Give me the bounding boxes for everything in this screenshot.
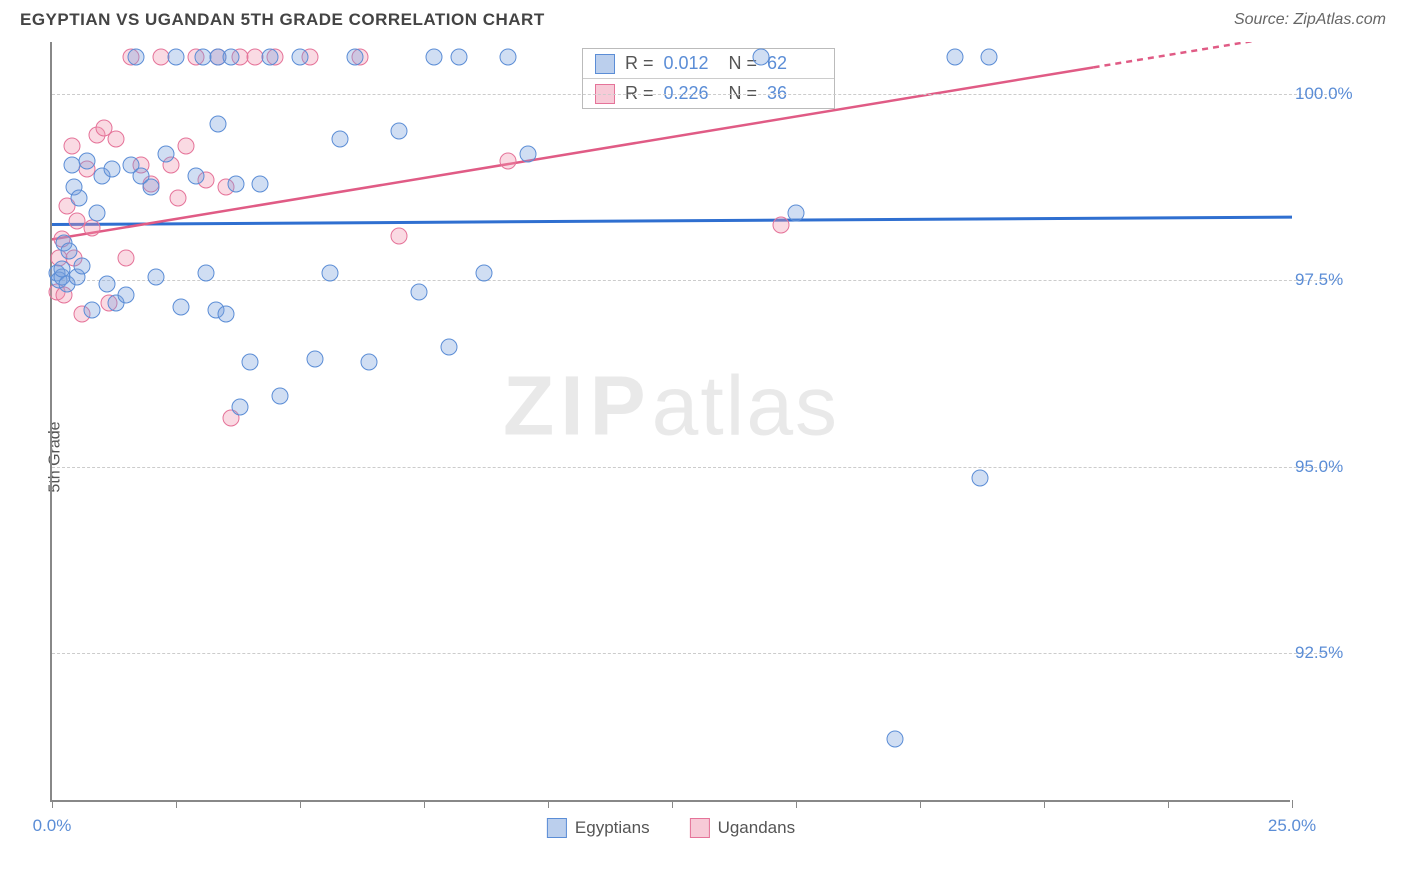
data-point-egyptian (391, 123, 408, 140)
data-point-egyptian (788, 205, 805, 222)
data-point-egyptian (346, 48, 363, 65)
data-point-egyptian (475, 264, 492, 281)
data-point-egyptian (158, 145, 175, 162)
stats-legend: R = 0.012 N = 62 R = 0.226 N = 36 (582, 48, 835, 109)
data-point-egyptian (971, 469, 988, 486)
data-point-ugandan (118, 250, 135, 267)
n-value: 62 (767, 53, 822, 74)
data-point-egyptian (187, 168, 204, 185)
data-point-egyptian (61, 242, 78, 259)
data-point-egyptian (520, 145, 537, 162)
data-point-egyptian (361, 354, 378, 371)
data-point-egyptian (946, 48, 963, 65)
x-tick (52, 800, 53, 808)
data-point-egyptian (143, 179, 160, 196)
data-point-egyptian (73, 257, 90, 274)
gridline (52, 94, 1337, 95)
y-tick-label: 95.0% (1295, 457, 1385, 477)
data-point-egyptian (292, 48, 309, 65)
data-point-egyptian (227, 175, 244, 192)
data-point-egyptian (500, 48, 517, 65)
plot-area: ZIPatlas R = 0.012 N = 62 R = 0.226 N = … (50, 42, 1290, 802)
data-point-egyptian (252, 175, 269, 192)
data-point-egyptian (83, 302, 100, 319)
x-tick (424, 800, 425, 808)
data-point-egyptian (272, 387, 289, 404)
data-point-ugandan (108, 130, 125, 147)
data-point-egyptian (331, 130, 348, 147)
x-tick (1292, 800, 1293, 808)
watermark-atlas: atlas (652, 358, 839, 452)
legend-label: Egyptians (575, 818, 650, 838)
data-point-ugandan (170, 190, 187, 207)
data-point-ugandan (500, 153, 517, 170)
swatch-blue-icon (595, 54, 615, 74)
legend-item-ugandans: Ugandans (690, 818, 796, 838)
data-point-ugandan (177, 138, 194, 155)
r-label: R = (625, 53, 654, 74)
data-point-ugandan (83, 220, 100, 237)
data-point-egyptian (103, 160, 120, 177)
chart-title: EGYPTIAN VS UGANDAN 5TH GRADE CORRELATIO… (20, 10, 545, 30)
x-tick (548, 800, 549, 808)
gridline (52, 653, 1337, 654)
data-point-egyptian (148, 268, 165, 285)
x-tick (1168, 800, 1169, 808)
bottom-legend: Egyptians Ugandans (547, 818, 795, 838)
data-point-egyptian (78, 153, 95, 170)
data-point-egyptian (411, 283, 428, 300)
x-tick (176, 800, 177, 808)
data-point-egyptian (440, 339, 457, 356)
data-point-egyptian (128, 48, 145, 65)
x-tick (920, 800, 921, 808)
data-point-egyptian (217, 305, 234, 322)
data-point-egyptian (222, 48, 239, 65)
data-point-ugandan (63, 138, 80, 155)
data-point-egyptian (242, 354, 259, 371)
data-point-egyptian (232, 399, 249, 416)
x-tick (1044, 800, 1045, 808)
data-point-egyptian (321, 264, 338, 281)
r-value: 0.012 (664, 53, 719, 74)
x-tick (796, 800, 797, 808)
data-point-egyptian (172, 298, 189, 315)
y-tick-label: 97.5% (1295, 270, 1385, 290)
data-point-egyptian (118, 287, 135, 304)
data-point-egyptian (450, 48, 467, 65)
stats-row-egyptians: R = 0.012 N = 62 (583, 49, 834, 79)
swatch-pink-icon (690, 818, 710, 838)
source-attribution: Source: ZipAtlas.com (1234, 11, 1386, 29)
x-tick (300, 800, 301, 808)
data-point-egyptian (71, 190, 88, 207)
data-point-egyptian (981, 48, 998, 65)
data-point-egyptian (262, 48, 279, 65)
swatch-blue-icon (547, 818, 567, 838)
x-tick (672, 800, 673, 808)
x-tick-label: 25.0% (1268, 816, 1316, 836)
chart-container: 5th Grade ZIPatlas R = 0.012 N = 62 R = … (50, 42, 1390, 872)
data-point-ugandan (391, 227, 408, 244)
y-tick-label: 92.5% (1295, 643, 1385, 663)
data-point-egyptian (168, 48, 185, 65)
legend-item-egyptians: Egyptians (547, 818, 650, 838)
x-tick-label: 0.0% (33, 816, 72, 836)
data-point-egyptian (306, 350, 323, 367)
gridline (52, 280, 1337, 281)
data-point-egyptian (425, 48, 442, 65)
data-point-egyptian (753, 48, 770, 65)
watermark-zip: ZIP (503, 358, 652, 452)
data-point-egyptian (88, 205, 105, 222)
data-point-egyptian (887, 730, 904, 747)
gridline (52, 467, 1337, 468)
data-point-ugandan (773, 216, 790, 233)
y-tick-label: 100.0% (1295, 84, 1385, 104)
data-point-egyptian (197, 264, 214, 281)
legend-label: Ugandans (718, 818, 796, 838)
data-point-egyptian (210, 115, 227, 132)
data-point-egyptian (98, 276, 115, 293)
watermark: ZIPatlas (503, 357, 839, 454)
